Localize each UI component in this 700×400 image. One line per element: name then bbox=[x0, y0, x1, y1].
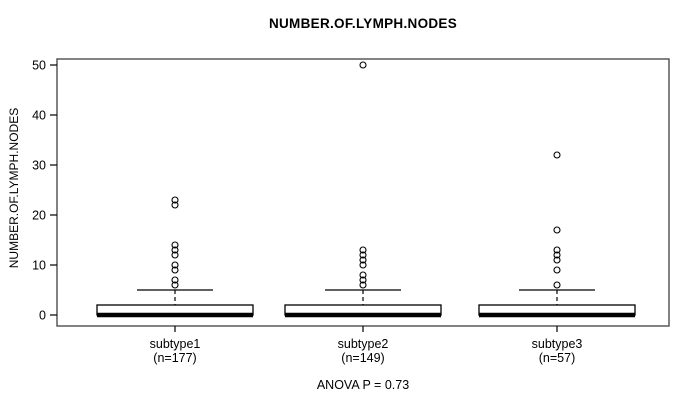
x-tick-count: (n=177) bbox=[153, 351, 196, 365]
outlier-point bbox=[359, 281, 367, 289]
outlier-point bbox=[553, 251, 561, 259]
outlier-point bbox=[359, 271, 367, 279]
x-tick-count: (n=149) bbox=[341, 351, 384, 365]
outlier-point bbox=[359, 276, 367, 284]
x-tick-count: (n=57) bbox=[539, 351, 575, 365]
chart-title: NUMBER.OF.LYMPH.NODES bbox=[268, 16, 458, 31]
y-tick-label: 30 bbox=[32, 159, 46, 173]
outlier-point bbox=[171, 201, 179, 209]
x-tick-label: subtype3 bbox=[532, 337, 583, 351]
outlier-point bbox=[171, 246, 179, 254]
outlier-point bbox=[359, 246, 367, 254]
outlier-point bbox=[171, 251, 179, 259]
anova-p-annotation: ANOVA P = 0.73 bbox=[316, 378, 410, 392]
outlier-point bbox=[171, 266, 179, 274]
outlier-point bbox=[553, 256, 561, 264]
outlier-point bbox=[171, 241, 179, 249]
y-tick-label: 40 bbox=[32, 109, 46, 123]
outlier-point bbox=[171, 196, 179, 204]
outlier-point bbox=[171, 261, 179, 269]
outlier-point bbox=[553, 281, 561, 289]
outlier-point bbox=[171, 281, 179, 289]
y-tick-label: 0 bbox=[39, 309, 46, 323]
outlier-point bbox=[171, 276, 179, 284]
y-tick-label: 50 bbox=[32, 59, 46, 73]
outlier-point bbox=[553, 266, 561, 274]
y-tick-label: 10 bbox=[32, 259, 46, 273]
outlier-point bbox=[359, 261, 367, 269]
outlier-point bbox=[553, 226, 561, 234]
x-tick-label: subtype1 bbox=[150, 337, 201, 351]
y-tick-label: 20 bbox=[32, 209, 46, 223]
x-tick-label: subtype2 bbox=[338, 337, 389, 351]
outlier-point bbox=[553, 246, 561, 254]
outlier-point bbox=[359, 251, 367, 259]
plot-border bbox=[56, 58, 670, 327]
outlier-point bbox=[359, 61, 367, 69]
outlier-point bbox=[359, 256, 367, 264]
outlier-point bbox=[553, 151, 561, 159]
